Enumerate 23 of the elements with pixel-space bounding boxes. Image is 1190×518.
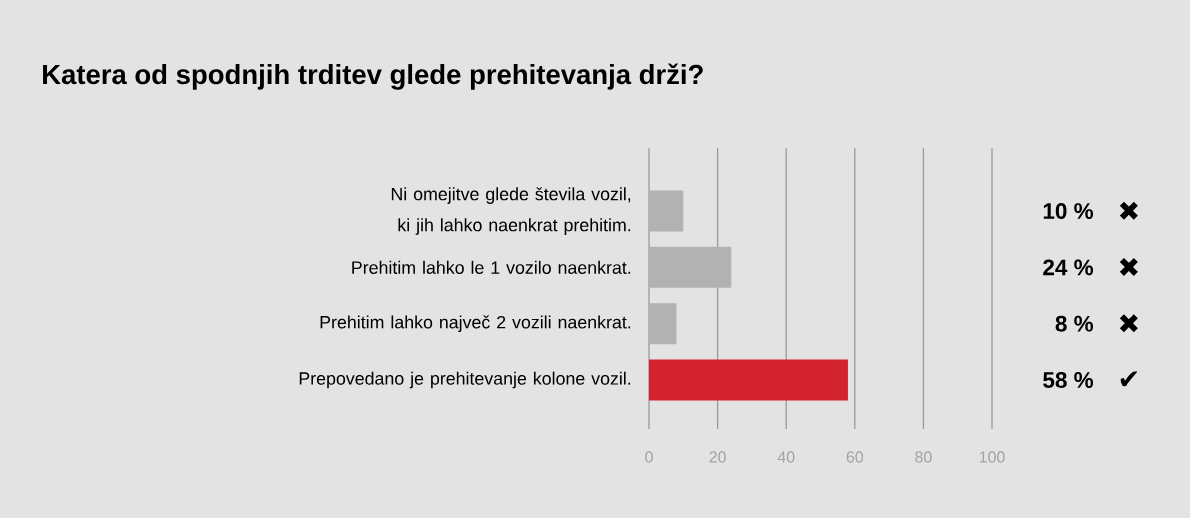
text: ✔ [1120, 371, 1138, 387]
bar [649, 303, 677, 345]
data-label: 8 % [1055, 315, 1094, 332]
y-tick-label: Prehitim lahko le 1 vozilo naenkrat. [352, 260, 631, 274]
x-tick-label: 80 [915, 451, 932, 463]
x-tick-label: 0 [645, 451, 653, 463]
x-tick-label: 100 [979, 451, 1005, 463]
bar [649, 246, 732, 288]
text: ✖ [1119, 201, 1138, 220]
x-tick-label: 20 [709, 451, 726, 463]
data-label: 24 % [1043, 259, 1094, 276]
text: ✖ [1119, 314, 1138, 333]
text: ✖ [1119, 257, 1138, 276]
y-tick-label: Prepovedano je prehitevanje kolone vozil. [299, 371, 631, 389]
data-label: 10 % [1043, 203, 1094, 220]
x-tick-label: 40 [777, 451, 795, 463]
bar [649, 190, 684, 232]
bar [649, 359, 848, 401]
y-tick-label: Prehitim lahko največ 2 vozili naenkrat. [320, 315, 631, 333]
x-tick-label: 60 [846, 451, 864, 463]
data-label: 58 % [1043, 372, 1094, 388]
text: Katera od spodnjih trditev glede prehitevanja drži? [43, 63, 703, 90]
y-tick-label: Ni omejitve glede števila vozil, ki jih lahko naenkrat prehitim. [391, 187, 631, 235]
